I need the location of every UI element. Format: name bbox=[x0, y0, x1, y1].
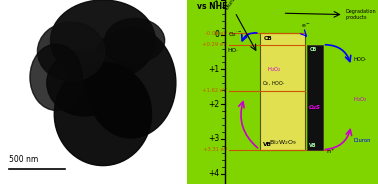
Text: +0.29 eV: +0.29 eV bbox=[203, 42, 227, 47]
Text: O$_2$$^{·-}$: O$_2$$^{·-}$ bbox=[228, 31, 242, 39]
Ellipse shape bbox=[86, 28, 176, 138]
Text: VB: VB bbox=[309, 143, 317, 148]
Text: H$_2$O$_2$: H$_2$O$_2$ bbox=[353, 95, 368, 104]
Ellipse shape bbox=[54, 63, 152, 166]
Text: -1: -1 bbox=[212, 0, 220, 4]
Text: CB: CB bbox=[263, 36, 272, 41]
Text: 500 nm: 500 nm bbox=[9, 155, 39, 164]
Text: h$^+$: h$^+$ bbox=[327, 147, 336, 156]
Text: -0.04 eV: -0.04 eV bbox=[205, 31, 227, 36]
Text: HO·: HO· bbox=[228, 48, 239, 53]
Ellipse shape bbox=[105, 18, 165, 63]
Text: vs NHE: vs NHE bbox=[197, 2, 227, 11]
Ellipse shape bbox=[47, 50, 122, 116]
Ellipse shape bbox=[51, 0, 155, 81]
Text: Diuron: Diuron bbox=[224, 0, 238, 10]
Text: +2: +2 bbox=[208, 100, 220, 109]
Text: Diuron: Diuron bbox=[353, 138, 371, 143]
Text: +3.31 eV: +3.31 eV bbox=[203, 147, 227, 152]
Text: +1: +1 bbox=[208, 65, 220, 74]
Ellipse shape bbox=[37, 22, 105, 81]
Ellipse shape bbox=[30, 44, 82, 110]
Text: H$_2$O$_2$: H$_2$O$_2$ bbox=[267, 65, 282, 74]
Text: O$_2$, HOO·: O$_2$, HOO· bbox=[262, 79, 285, 88]
Text: Degradation
products: Degradation products bbox=[345, 9, 376, 20]
Bar bbox=[260, 33, 305, 150]
Text: VB: VB bbox=[263, 142, 272, 147]
Bar bbox=[307, 45, 323, 150]
Text: Bi$_2$W$_2$O$_9$: Bi$_2$W$_2$O$_9$ bbox=[269, 138, 296, 147]
Text: e$^-$: e$^-$ bbox=[301, 22, 311, 30]
Text: CB: CB bbox=[309, 47, 316, 52]
Text: +3: +3 bbox=[208, 134, 220, 143]
Text: +1.62 eV: +1.62 eV bbox=[203, 89, 227, 93]
Text: +4: +4 bbox=[208, 169, 220, 178]
Text: HOO·: HOO· bbox=[353, 57, 367, 62]
Text: CuS: CuS bbox=[309, 105, 321, 110]
Text: 0: 0 bbox=[215, 30, 220, 39]
